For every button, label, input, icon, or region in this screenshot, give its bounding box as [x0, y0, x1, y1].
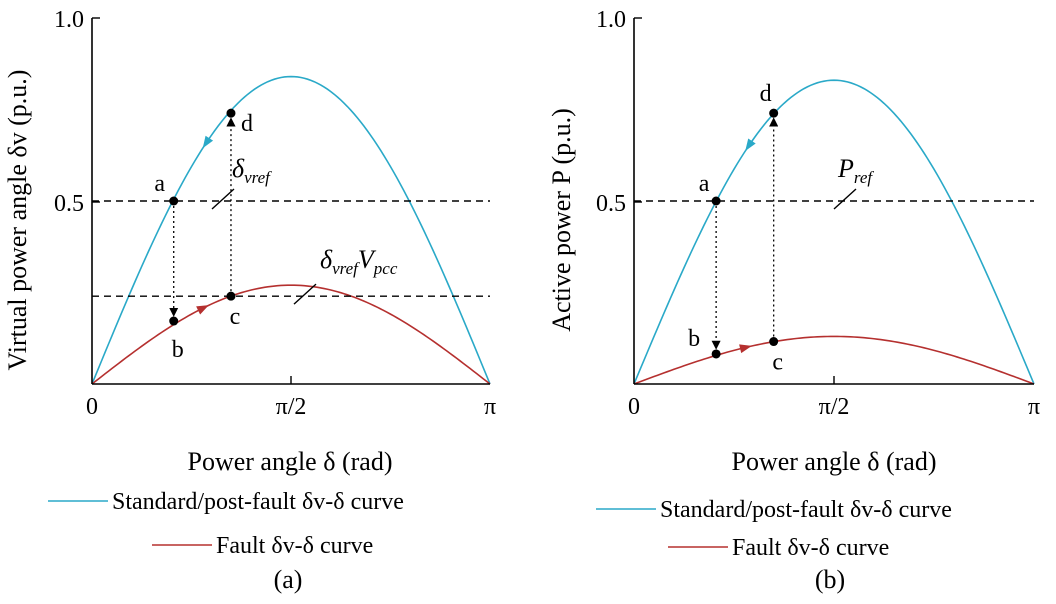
panel-a-xlabel: Power angle δ (rad): [187, 447, 392, 476]
panel-b-ytick-label-1: 1.0: [596, 7, 626, 33]
reference-label-0: Pref: [837, 154, 874, 187]
operating-point-label-b: b: [172, 337, 184, 363]
panel-b-xtick-label-pi: π: [1028, 394, 1040, 420]
operating-point-label-d: d: [760, 81, 772, 107]
panel-a-ytick-label-05: 0.5: [54, 191, 84, 217]
series-arrowhead-standard: [202, 135, 214, 149]
operating-point-label-a: a: [154, 171, 165, 197]
operating-point-b: [169, 316, 179, 326]
series-line-fault: [91, 284, 491, 385]
operating-point-b: [711, 349, 721, 359]
operating-point-a: [711, 196, 721, 206]
panel-a-ylabel: Virtual power angle δv (p.u.): [3, 70, 32, 371]
operating-point-c: [226, 291, 236, 301]
panel-b-xtick-label-0: 0: [628, 394, 640, 420]
panel-a-legend-fault: Fault δv-δ curve: [216, 533, 373, 559]
panel-b-xtick-label-pi2: π/2: [819, 394, 850, 420]
panel-a-label: (a): [274, 565, 303, 594]
reference-leader-0: [833, 188, 857, 210]
panel-a-curves: [91, 75, 491, 385]
panel-a-xtick-label-pi: π: [484, 394, 496, 420]
panel-b-annotations: Pref a b c d: [634, 81, 1034, 376]
panel-b-xlabel: Power angle δ (rad): [731, 447, 936, 476]
panel-a-legend-standard: Standard/post-fault δv-δ curve: [112, 489, 404, 515]
panel-b: Pref a b c d 1.0 0.5 0 π/2 π Power angle δ (…: [547, 7, 1040, 594]
panel-b-legend-standard: Standard/post-fault δv-δ curve: [660, 497, 952, 523]
panel-a: δvref δvrefVpcc a b c d 1.0 0.5 0 π/2 π Power…: [3, 7, 496, 594]
operating-point-c: [769, 337, 779, 347]
operating-point-label-b: b: [688, 326, 700, 352]
operating-point-a: [169, 196, 179, 206]
series-arrowhead-standard: [745, 138, 756, 151]
operating-point-d: [769, 108, 779, 118]
panel-a-annotations: δvref δvrefVpcc a b c d: [92, 108, 490, 363]
panel-b-label: (b): [815, 565, 845, 594]
operating-point-label-c: c: [230, 304, 241, 330]
series-line-standard: [91, 75, 491, 385]
panel-a-ytick-label-1: 1.0: [54, 7, 84, 33]
reference-leader-0: [211, 188, 235, 210]
series-arrowhead-fault: [196, 305, 209, 315]
panel-b-legend-fault: Fault δv-δ curve: [732, 535, 889, 561]
reference-label-1: δvrefVpcc: [320, 245, 398, 278]
panel-b-ytick-label-05: 0.5: [596, 191, 626, 217]
panel-b-ylabel: Active power P (p.u.): [547, 108, 576, 332]
panel-a-xtick-label-pi2: π/2: [276, 394, 307, 420]
series-line-fault: [633, 335, 1035, 385]
reference-label-0: δvref: [232, 154, 272, 187]
operating-point-d: [226, 108, 236, 118]
series-line-standard: [633, 79, 1035, 385]
reference-leader-1: [293, 283, 317, 305]
panel-b-curves: [633, 79, 1035, 385]
panel-a-xtick-label-0: 0: [86, 394, 98, 420]
operating-point-label-d: d: [241, 111, 253, 137]
series-arrowhead-fault: [739, 344, 752, 354]
operating-point-label-a: a: [699, 171, 710, 197]
operating-point-label-c: c: [772, 350, 783, 376]
